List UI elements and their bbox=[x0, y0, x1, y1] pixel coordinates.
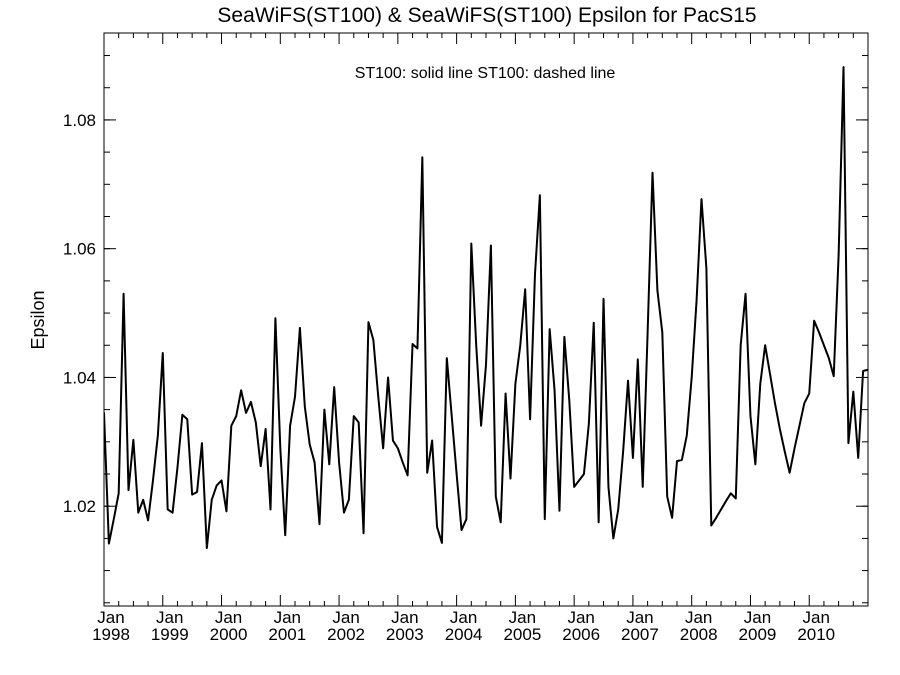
x-tick-label-year: 2004 bbox=[445, 625, 483, 644]
plot-frame bbox=[103, 32, 869, 607]
x-tick-label-month: Jan bbox=[332, 608, 359, 627]
x-tick-label-month: Jan bbox=[567, 608, 594, 627]
y-tick-label: 1.08 bbox=[63, 111, 96, 130]
x-tick-label-year: 2007 bbox=[621, 625, 659, 644]
x-tick-label-year: 2003 bbox=[386, 625, 424, 644]
x-tick-label-year: 1998 bbox=[92, 625, 130, 644]
x-tick-label-year: 2001 bbox=[268, 625, 306, 644]
chart-title: SeaWiFS(ST100) & SeaWiFS(ST100) Epsilon … bbox=[217, 4, 756, 27]
x-tick-label-month: Jan bbox=[391, 608, 418, 627]
x-tick-label-year: 2010 bbox=[797, 625, 835, 644]
x-tick-label-year: 2002 bbox=[327, 625, 365, 644]
x-tick-label-year: 2000 bbox=[210, 625, 248, 644]
plot-area: 1.021.041.061.08Jan1998Jan1999Jan2000Jan… bbox=[63, 32, 869, 644]
x-tick-label-year: 1999 bbox=[151, 625, 189, 644]
x-tick-label-month: Jan bbox=[156, 608, 183, 627]
x-tick-label-year: 2005 bbox=[503, 625, 541, 644]
series-line-solid bbox=[104, 66, 868, 550]
x-tick-label-month: Jan bbox=[803, 608, 830, 627]
x-tick-label-month: Jan bbox=[626, 608, 653, 627]
x-tick-label-month: Jan bbox=[509, 608, 536, 627]
y-tick-label: 1.04 bbox=[63, 368, 96, 387]
x-tick-label-month: Jan bbox=[97, 608, 124, 627]
x-tick-label-month: Jan bbox=[744, 608, 771, 627]
x-tick-label-month: Jan bbox=[215, 608, 242, 627]
x-tick-label-year: 2008 bbox=[680, 625, 718, 644]
x-tick-label-month: Jan bbox=[450, 608, 477, 627]
y-axis-label: Epsilon bbox=[28, 290, 48, 349]
x-tick-label-year: 2006 bbox=[562, 625, 600, 644]
x-tick-label-month: Jan bbox=[685, 608, 712, 627]
chart-annotation: ST100: solid line ST100: dashed line bbox=[355, 65, 616, 82]
x-tick-label-month: Jan bbox=[274, 608, 301, 627]
x-tick-label-year: 2009 bbox=[739, 625, 777, 644]
y-tick-label: 1.02 bbox=[63, 497, 96, 516]
y-tick-label: 1.06 bbox=[63, 240, 96, 259]
